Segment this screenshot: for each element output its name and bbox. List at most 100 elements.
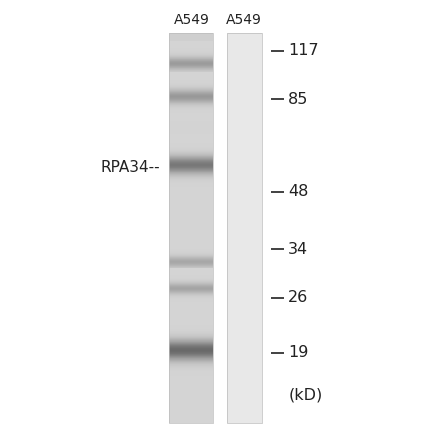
- Bar: [227, 297, 262, 299]
- Bar: [169, 178, 213, 179]
- Bar: [227, 199, 262, 200]
- Bar: [227, 276, 262, 277]
- Bar: [169, 301, 213, 302]
- Bar: [169, 140, 213, 141]
- Bar: [227, 419, 262, 420]
- Bar: [169, 77, 213, 78]
- Bar: [169, 167, 213, 168]
- Bar: [169, 133, 213, 135]
- Bar: [227, 33, 262, 423]
- Bar: [169, 380, 213, 381]
- Bar: [169, 90, 213, 91]
- Bar: [169, 37, 213, 38]
- Bar: [227, 238, 262, 239]
- Bar: [169, 141, 213, 142]
- Bar: [169, 358, 213, 359]
- Bar: [169, 348, 213, 349]
- Bar: [227, 51, 262, 52]
- Bar: [169, 278, 213, 279]
- Bar: [227, 270, 262, 271]
- Bar: [169, 355, 213, 356]
- Bar: [227, 179, 262, 180]
- Bar: [227, 347, 262, 348]
- Bar: [169, 352, 213, 353]
- Bar: [169, 303, 213, 304]
- Bar: [169, 91, 213, 92]
- Bar: [169, 90, 213, 91]
- Bar: [227, 255, 262, 256]
- Bar: [169, 72, 213, 74]
- Bar: [169, 369, 213, 370]
- Bar: [169, 118, 213, 119]
- Bar: [169, 355, 213, 356]
- Bar: [169, 141, 213, 142]
- Bar: [169, 273, 213, 274]
- Bar: [169, 84, 213, 85]
- Bar: [227, 43, 262, 44]
- Bar: [169, 337, 213, 338]
- Bar: [169, 380, 213, 381]
- Bar: [169, 187, 213, 188]
- Bar: [169, 299, 213, 300]
- Bar: [227, 345, 262, 346]
- Bar: [169, 89, 213, 90]
- Bar: [227, 352, 262, 353]
- Bar: [227, 420, 262, 421]
- Bar: [169, 367, 213, 368]
- Bar: [169, 159, 213, 161]
- Bar: [227, 97, 262, 98]
- Bar: [169, 266, 213, 267]
- Bar: [169, 54, 213, 55]
- Bar: [169, 235, 213, 236]
- Bar: [169, 116, 213, 117]
- Bar: [169, 167, 213, 168]
- Bar: [169, 305, 213, 306]
- Bar: [169, 186, 213, 187]
- Bar: [227, 34, 262, 35]
- Bar: [169, 117, 213, 118]
- Bar: [169, 203, 213, 204]
- Bar: [169, 169, 213, 171]
- Bar: [169, 238, 213, 239]
- Bar: [227, 135, 262, 136]
- Bar: [169, 305, 213, 306]
- Bar: [169, 300, 213, 301]
- Bar: [227, 86, 262, 88]
- Bar: [169, 143, 213, 145]
- Bar: [169, 45, 213, 46]
- Bar: [169, 318, 213, 319]
- Bar: [169, 73, 213, 75]
- Bar: [169, 149, 213, 150]
- Bar: [169, 100, 213, 101]
- Bar: [169, 101, 213, 102]
- Bar: [169, 272, 213, 273]
- Bar: [169, 102, 213, 103]
- Bar: [169, 302, 213, 303]
- Bar: [227, 121, 262, 122]
- Bar: [169, 143, 213, 144]
- Bar: [169, 305, 213, 306]
- Bar: [169, 226, 213, 228]
- Bar: [169, 261, 213, 262]
- Bar: [227, 77, 262, 78]
- Bar: [169, 56, 213, 57]
- Bar: [169, 81, 213, 82]
- Bar: [169, 252, 213, 253]
- Bar: [169, 145, 213, 146]
- Bar: [227, 48, 262, 49]
- Bar: [169, 329, 213, 330]
- Bar: [227, 341, 262, 342]
- Bar: [169, 347, 213, 348]
- Bar: [169, 224, 213, 225]
- Bar: [169, 289, 213, 290]
- Bar: [169, 381, 213, 383]
- Bar: [227, 173, 262, 174]
- Bar: [169, 342, 213, 343]
- Bar: [169, 162, 213, 163]
- Bar: [227, 258, 262, 259]
- Bar: [169, 286, 213, 288]
- Bar: [169, 288, 213, 289]
- Bar: [227, 254, 262, 255]
- Bar: [227, 96, 262, 97]
- Bar: [169, 295, 213, 296]
